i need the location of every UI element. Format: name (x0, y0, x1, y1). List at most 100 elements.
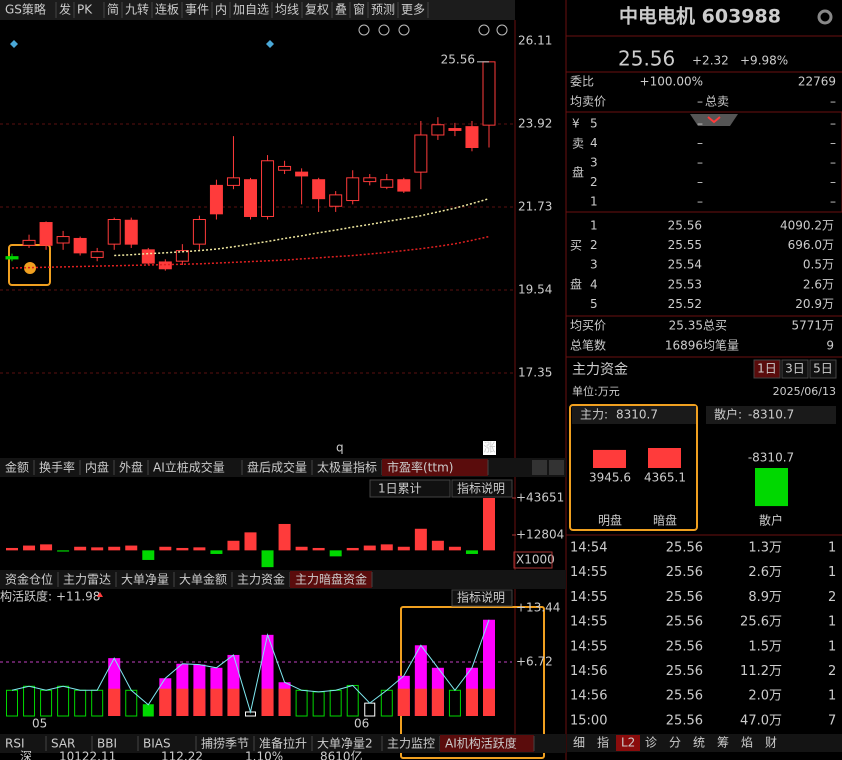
scroll-button[interactable] (532, 460, 547, 475)
tab[interactable]: 太极量指标 (317, 460, 377, 475)
tab[interactable]: 大单净量2 (317, 737, 373, 751)
toolbar-button[interactable]: 均线 (275, 3, 299, 17)
settings-icon[interactable] (817, 9, 833, 25)
tab[interactable]: RSI (5, 737, 25, 751)
tab[interactable]: 主力雷达 (63, 573, 111, 587)
tick-price: 25.56 (666, 639, 703, 654)
tab[interactable]: 内盘 (85, 460, 109, 475)
volume: 20.9万 (795, 297, 834, 311)
tab[interactable]: 换手率 (39, 460, 75, 475)
toolbar-button[interactable]: 复权 (305, 3, 329, 17)
toolbar-button[interactable]: 发 (59, 2, 71, 17)
y-tick-label: 23.92 (518, 117, 552, 131)
row-label: 均买价 (570, 319, 606, 333)
candle-body (431, 124, 445, 136)
tick-time: 14:55 (570, 565, 607, 580)
toolbar-button[interactable]: 窗 (353, 3, 365, 17)
help-button[interactable] (451, 589, 513, 607)
volume-bar (312, 547, 325, 551)
toolbar-button[interactable]: 预测 (371, 3, 395, 17)
side-tab[interactable]: 分 (669, 736, 681, 750)
tab[interactable]: 主力暗盘资金 (295, 572, 367, 587)
tab[interactable]: SAR (51, 737, 75, 751)
tab[interactable]: BBI (97, 737, 117, 751)
toolbar-button[interactable]: 连板 (155, 2, 179, 17)
activity-bar-base (414, 688, 427, 716)
collapse-button[interactable] (690, 114, 738, 126)
tick-price: 25.56 (666, 713, 703, 728)
tab[interactable]: 主力资金 (237, 572, 285, 587)
tab[interactable]: AI立桩成交量 (153, 460, 225, 475)
volume-bar (142, 550, 155, 560)
toolbar-button[interactable]: 叠 (335, 3, 347, 17)
toolbar (0, 0, 515, 20)
activity-bar (142, 704, 154, 717)
tab[interactable]: 资金仓位 (5, 572, 53, 587)
side-tab[interactable]: 焰 (741, 735, 753, 750)
dropdown-label[interactable]: 1日累计 (378, 482, 422, 496)
tab[interactable]: 盘后成交量 (247, 460, 307, 475)
toolbar-button[interactable]: 简 (107, 3, 119, 17)
unit-label: X1000 (516, 553, 555, 567)
side-tab[interactable]: 诊 (645, 736, 657, 750)
period-label[interactable]: 3日 (785, 362, 805, 376)
candle-body (22, 239, 36, 246)
activity-bar-base (193, 688, 206, 716)
period-label[interactable]: 1日 (757, 362, 777, 376)
y-tick-label: +12804 (516, 528, 564, 542)
candle-body (312, 179, 326, 200)
toolbar-button[interactable]: 事件 (185, 3, 209, 17)
tick-volume: 2.6万 (748, 565, 782, 580)
tab[interactable]: 大单金额 (179, 572, 227, 587)
period-tab[interactable] (753, 359, 781, 379)
volume: – (830, 175, 836, 189)
period-tab[interactable] (781, 359, 809, 379)
tab-active (290, 571, 372, 588)
candle-body (107, 219, 121, 245)
period-tab[interactable] (809, 359, 837, 379)
event-marker: 涨 (483, 440, 495, 455)
side-tab[interactable]: 财 (765, 736, 777, 750)
tab[interactable]: AI机构活跃度 (445, 736, 517, 751)
flow-bar (648, 448, 681, 468)
tick-count: 1 (828, 565, 836, 580)
tab[interactable]: 外盘 (119, 460, 143, 475)
toolbar-button[interactable]: 九转 (125, 2, 149, 17)
toolbar-button[interactable]: GS策略 (5, 2, 46, 17)
tab[interactable]: 捕捞季节 (201, 736, 249, 751)
side-tab[interactable]: 筹 (717, 736, 729, 750)
tab[interactable]: 市盈率(ttm) (387, 460, 453, 475)
volume-bar (74, 546, 87, 551)
volume: 2.6万 (803, 277, 834, 291)
toolbar-button[interactable]: 加自选 (233, 3, 269, 17)
candle-body (295, 171, 309, 177)
dropdown[interactable] (369, 479, 451, 498)
activity-bar-base (176, 688, 189, 716)
side-label: 卖 (572, 137, 584, 151)
tab[interactable]: 金额 (5, 460, 29, 475)
side-tab[interactable]: 指 (597, 735, 609, 750)
level: 5 (590, 117, 598, 131)
help-button-label[interactable]: 指标说明 (457, 481, 505, 496)
tick-time: 15:00 (570, 713, 607, 728)
toolbar-button[interactable]: 更多 (401, 3, 425, 17)
period-label[interactable]: 5日 (813, 362, 833, 376)
help-button-label[interactable]: 指标说明 (457, 590, 505, 605)
side-tab[interactable]: 统 (693, 736, 705, 750)
tab[interactable]: 大单净量 (121, 573, 169, 587)
tab[interactable]: BIAS (143, 737, 171, 751)
side-tab[interactable]: L2 (621, 736, 635, 750)
toolbar-button[interactable]: PK (77, 3, 93, 17)
tab[interactable]: 准备拉升 (259, 736, 307, 751)
activity-bar-base (431, 688, 444, 716)
candle-body (141, 249, 155, 264)
help-button[interactable] (451, 479, 513, 498)
row-value: – (697, 95, 703, 109)
candle-body (261, 160, 275, 217)
activity-bar (380, 689, 393, 717)
volume-bar (363, 545, 376, 551)
tab[interactable]: 主力监控 (387, 737, 435, 751)
scroll-button[interactable] (549, 460, 564, 475)
side-tab[interactable]: 细 (573, 736, 585, 750)
toolbar-button[interactable]: 内 (215, 3, 227, 17)
